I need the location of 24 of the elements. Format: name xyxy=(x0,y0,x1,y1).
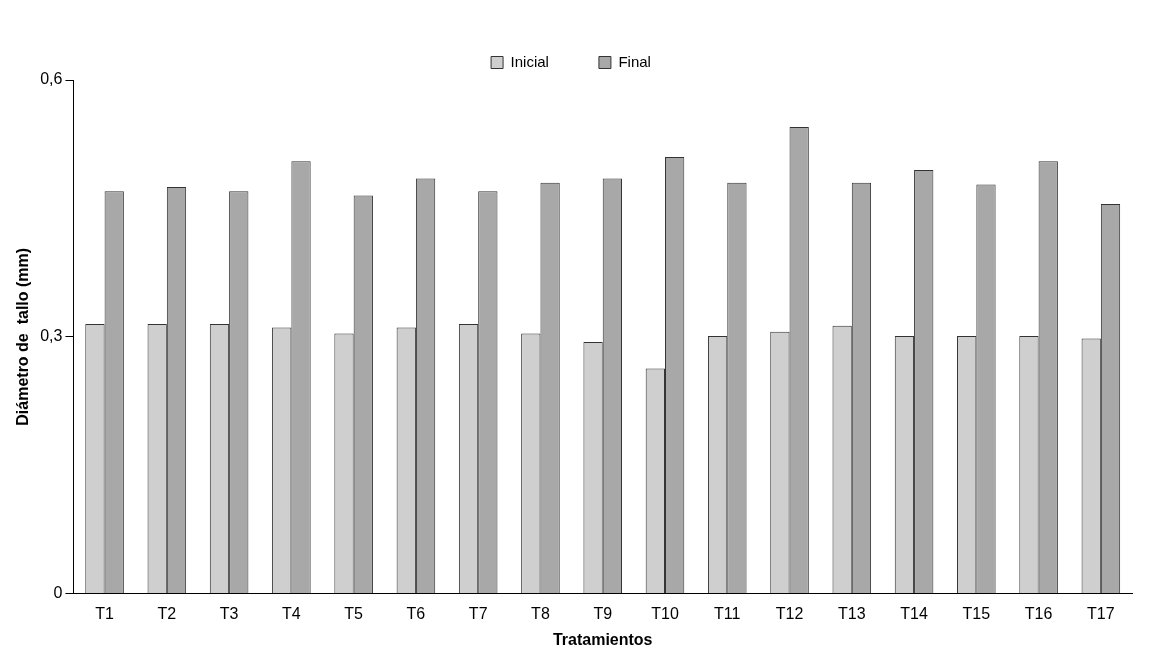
x-tick-label: T3 xyxy=(219,604,239,622)
legend-label: Final xyxy=(618,52,651,70)
x-tick-label: T17 xyxy=(1087,604,1115,622)
y-tick-label: 0,6 xyxy=(40,70,63,88)
x-tick-label: T11 xyxy=(714,604,741,622)
x-tick-label: T9 xyxy=(593,604,613,622)
y-tick-label: 0 xyxy=(53,584,63,602)
x-tick-label: T7 xyxy=(468,604,488,622)
x-tick-label: T14 xyxy=(900,604,928,622)
x-tick-label: T1 xyxy=(95,604,115,622)
x-axis-title: Tratamientos xyxy=(552,630,653,648)
x-tick-label: T10 xyxy=(651,604,679,622)
x-tick-label: T12 xyxy=(775,604,804,622)
x-tick-label: T13 xyxy=(838,604,866,622)
y-tick-label: 0,3 xyxy=(40,327,63,345)
x-tick-label: T4 xyxy=(282,604,301,622)
x-tick-label: T8 xyxy=(531,604,550,622)
x-tick-label: T2 xyxy=(157,604,177,622)
x-tick-label: T6 xyxy=(406,604,426,622)
y-axis-title: Diámetro de tallo (mm) xyxy=(14,247,32,426)
x-tick-label: T15 xyxy=(962,604,991,622)
x-tick-label: T5 xyxy=(344,604,364,622)
x-tick-label: T16 xyxy=(1024,604,1053,622)
legend-label: Inicial xyxy=(510,52,549,70)
